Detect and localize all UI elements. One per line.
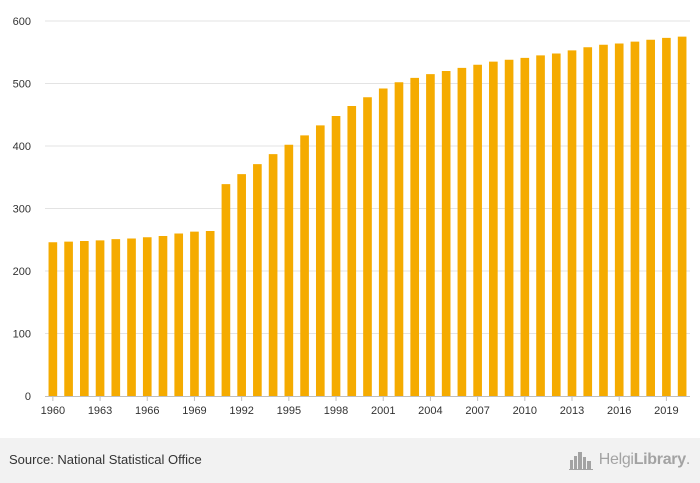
y-tick-label: 0 xyxy=(25,391,31,403)
bar xyxy=(646,39,655,396)
x-tick-label: 2013 xyxy=(560,405,584,417)
bar xyxy=(268,154,278,397)
bar xyxy=(363,97,372,396)
y-tick-label: 200 xyxy=(13,266,31,278)
bar xyxy=(410,77,420,397)
footer: Source: National Statistical Office Helg… xyxy=(0,438,700,483)
bar xyxy=(536,55,545,397)
x-tick-label: 2010 xyxy=(513,405,537,417)
bar xyxy=(284,144,294,396)
bar xyxy=(457,67,467,397)
x-tick-label: 1998 xyxy=(324,405,348,417)
bar xyxy=(347,106,357,396)
brand-name-light: Helgi xyxy=(598,451,634,468)
bar xyxy=(300,135,309,397)
y-tick-label: 100 xyxy=(13,329,31,341)
bar xyxy=(630,41,640,397)
x-tick-label: 1969 xyxy=(182,405,206,417)
bar xyxy=(111,239,121,397)
bar xyxy=(190,231,199,397)
x-tick-label: 1963 xyxy=(88,405,112,417)
bar xyxy=(64,241,73,397)
bar xyxy=(158,236,168,396)
y-tick-label: 400 xyxy=(13,141,31,153)
x-tick-label: 2004 xyxy=(418,405,442,417)
bar xyxy=(441,71,451,396)
x-tick-label: 2016 xyxy=(607,405,631,417)
bar xyxy=(237,174,246,397)
bar xyxy=(614,43,624,396)
bar xyxy=(551,53,561,396)
bar-chart: 0 100 200 300 400 500 600 1960 1963 1966 1969 1992… xyxy=(13,16,690,417)
y-tick-label: 300 xyxy=(13,204,31,216)
bar xyxy=(127,238,136,396)
bar xyxy=(394,82,404,396)
brand-name-suffix: . xyxy=(685,451,690,468)
y-tick-label: 600 xyxy=(13,16,31,28)
y-axis: 0 100 200 300 400 500 600 xyxy=(13,16,31,403)
bar xyxy=(426,74,435,397)
bar xyxy=(378,88,388,396)
x-tick-label: 2001 xyxy=(371,405,395,417)
bar xyxy=(662,37,671,397)
x-axis: 1960 1963 1966 1969 1992 1995 1998 2001 2004 2007… xyxy=(41,396,690,417)
brand-logo: HelgiLibrary. xyxy=(568,448,691,472)
bar xyxy=(331,116,341,396)
x-tick-label: 1960 xyxy=(41,405,65,417)
y-tick-label: 500 xyxy=(13,79,31,91)
bar xyxy=(174,233,184,396)
bar xyxy=(677,36,687,397)
bar xyxy=(315,125,325,397)
x-tick-label: 2019 xyxy=(654,405,678,417)
bar xyxy=(567,50,577,397)
bar xyxy=(504,59,514,396)
x-tick-label: 1992 xyxy=(229,405,253,417)
bar xyxy=(583,47,593,396)
x-tick-label: 1995 xyxy=(277,405,301,417)
bar xyxy=(599,44,608,396)
bar xyxy=(95,240,105,397)
bar xyxy=(221,184,231,396)
bar xyxy=(48,242,58,396)
bar xyxy=(80,241,89,396)
bar xyxy=(142,237,152,396)
source-note: Source: National Statistical Office xyxy=(9,452,202,467)
bars xyxy=(48,36,687,397)
city-skyline-icon xyxy=(568,452,593,470)
bar xyxy=(205,231,215,396)
bar xyxy=(520,57,530,397)
x-tick-label: 1966 xyxy=(135,405,159,417)
brand-name: HelgiLibrary. xyxy=(598,451,691,469)
x-tick-label: 2007 xyxy=(465,405,489,417)
bar xyxy=(473,64,482,396)
bar xyxy=(489,61,498,397)
bar xyxy=(253,164,262,396)
brand-name-bold: Library xyxy=(633,451,686,468)
